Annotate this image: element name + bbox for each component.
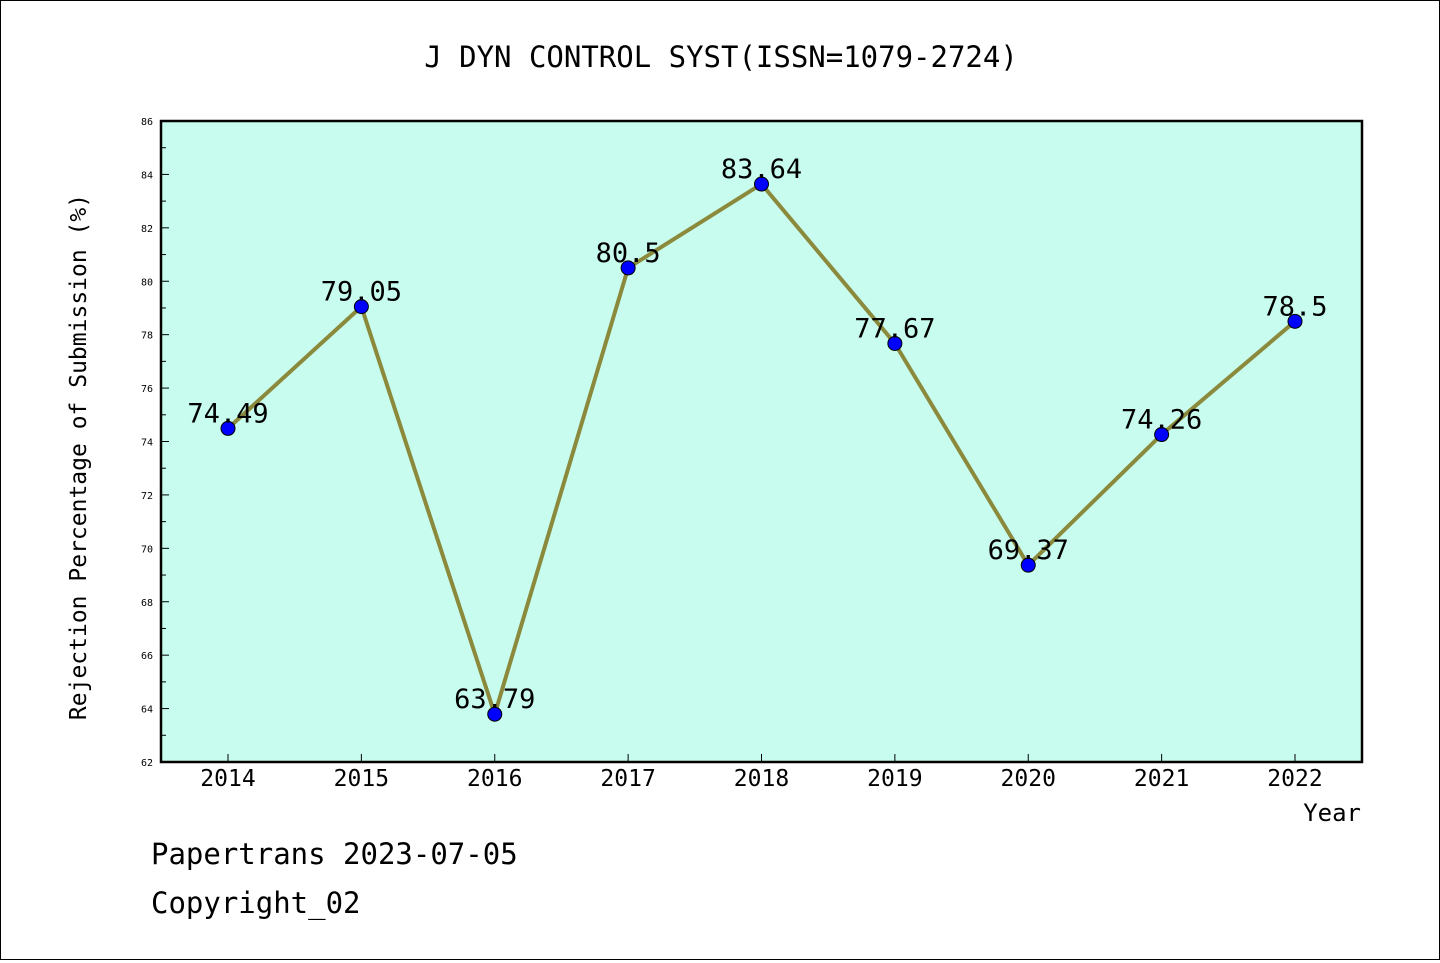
- y-tick-label: 68: [141, 598, 153, 609]
- data-point: [1154, 427, 1170, 443]
- data-label: 74.26: [1121, 405, 1202, 436]
- data-point: [220, 420, 236, 436]
- footer-source-date: Papertrans 2023-07-05: [151, 837, 518, 871]
- y-axis-title: Rejection Percentage of Submission (%): [66, 194, 92, 720]
- data-point: [754, 176, 769, 192]
- data-labels: 74.49 79.05 63.79 80.5 83.64 77.67 69.37 74.26 7…: [187, 154, 1327, 715]
- data-point: [487, 706, 503, 722]
- data-label: 83.64: [721, 154, 802, 185]
- data-label: 79.05: [321, 277, 402, 308]
- footer-copyright: Copyright_02: [151, 886, 361, 920]
- x-tick-label: 2019: [867, 766, 922, 792]
- x-tick-label: 2018: [734, 766, 789, 792]
- data-label: 78.5: [1262, 291, 1327, 322]
- data-point: [1020, 557, 1036, 573]
- data-label: 74.49: [187, 398, 268, 429]
- plot-area: [159, 119, 1364, 764]
- x-tick-label: 2014: [200, 766, 255, 792]
- data-label: 77.67: [854, 313, 935, 344]
- y-tick-label: 82: [141, 224, 153, 235]
- y-tick-label: 66: [141, 651, 153, 662]
- y-tick-label: 76: [141, 384, 153, 395]
- data-point: [620, 260, 636, 276]
- x-axis-title: Year: [1303, 799, 1361, 827]
- y-tick-label: 62: [141, 758, 153, 769]
- data-label: 69.37: [988, 535, 1069, 566]
- y-tick-label: 80: [141, 277, 153, 288]
- y-tick-label: 64: [141, 705, 153, 716]
- y-tick-label: 72: [141, 491, 153, 502]
- y-axis: 62 64 66 68 70 72 74 76 78 80 82 84 86: [141, 117, 169, 769]
- x-tick-label: 2015: [334, 766, 389, 792]
- y-tick-label: 70: [141, 544, 153, 555]
- data-point: [1287, 313, 1303, 329]
- y-tick-label: 74: [141, 438, 153, 449]
- x-tick-label: 2020: [1001, 766, 1056, 792]
- data-point: [353, 299, 369, 315]
- data-points: [220, 176, 1303, 722]
- x-tick-label: 2022: [1267, 766, 1322, 792]
- y-tick-label: 78: [141, 331, 153, 342]
- y-tick-label: 86: [141, 117, 153, 128]
- x-tick-label: 2021: [1134, 766, 1189, 792]
- data-label: 63.79: [454, 684, 535, 715]
- x-tick-label: 2017: [600, 766, 655, 792]
- x-axis: 2014 2015 2016 2017 2018 2019 2020 2021 2022: [200, 754, 1323, 792]
- y-tick-label: 84: [141, 170, 153, 181]
- data-point: [887, 335, 903, 351]
- x-tick-label: 2016: [467, 766, 522, 792]
- chart-title: J DYN CONTROL SYST(ISSN=1079-2724): [424, 40, 1018, 74]
- data-label: 80.5: [596, 238, 661, 269]
